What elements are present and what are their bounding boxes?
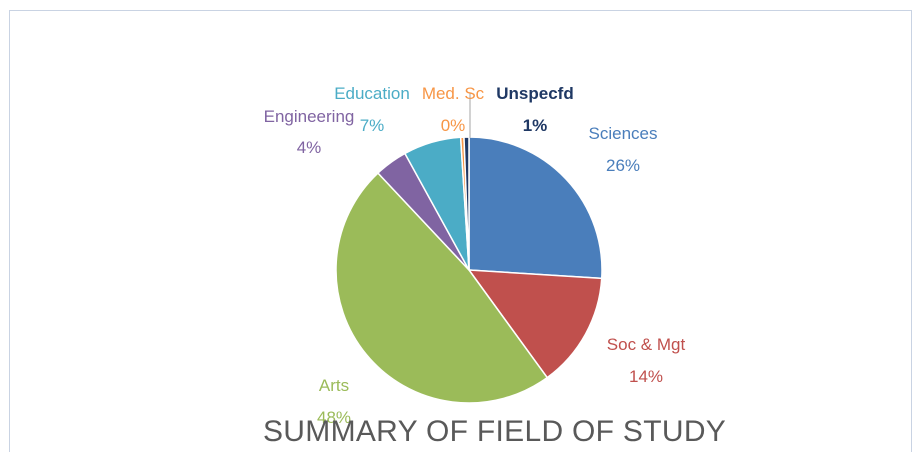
- slice-percent-med-sc: 0%: [441, 116, 466, 135]
- slice-label-med-sc: Med. Sc: [422, 84, 485, 103]
- slice-label-engineering: Engineering: [264, 107, 355, 126]
- slice-percent-education: 7%: [360, 116, 385, 135]
- pie-chart: Sciences 26% Soc & Mgt 14% Arts 48% Engineerin…: [263, 84, 726, 448]
- slice-label-arts: Arts: [319, 376, 349, 395]
- pie-slice-unspecfd: [463, 136, 470, 271]
- slice-label-soc-mgt: Soc & Mgt: [607, 335, 686, 354]
- chart-title: SUMMARY OF FIELD OF STUDY: [263, 415, 726, 448]
- pie-slice-sciences: [468, 136, 603, 280]
- slice-label-sciences: Sciences: [589, 124, 658, 143]
- pie-slice-arts: [335, 171, 549, 404]
- pie-slice-soc-mgt: [467, 269, 603, 379]
- slice-labels: Sciences 26% Soc & Mgt 14% Arts 48% Engineerin…: [264, 84, 686, 427]
- chart-frame: Sciences 26% Soc & Mgt 14% Arts 48% Engineerin…: [9, 10, 912, 452]
- slice-label-education: Education: [334, 84, 410, 103]
- slice-percent-arts: 48%: [317, 408, 351, 427]
- pie-slices: [335, 136, 603, 404]
- slice-percent-unspecfd: 1%: [523, 116, 548, 135]
- slice-percent-sciences: 26%: [606, 156, 640, 175]
- slice-percent-soc-mgt: 14%: [629, 367, 663, 386]
- slice-label-unspecfd: Unspecfd: [496, 84, 573, 103]
- slice-percent-engineering: 4%: [297, 138, 322, 157]
